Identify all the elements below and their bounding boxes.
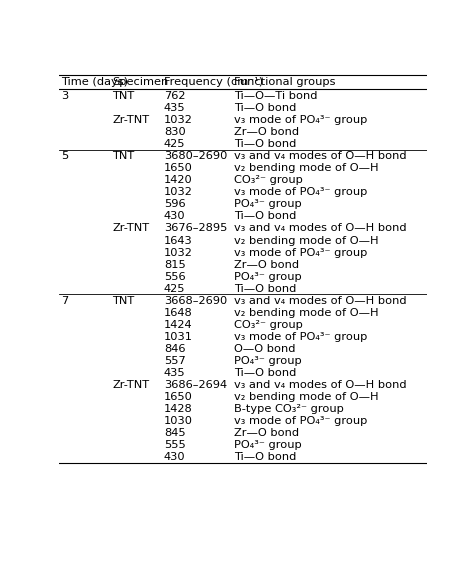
Text: 3: 3 (61, 91, 68, 101)
Text: 1424: 1424 (164, 320, 192, 330)
Text: 3686–2694: 3686–2694 (164, 380, 227, 390)
Text: 1428: 1428 (164, 404, 193, 414)
Text: v₃ mode of PO₄³⁻ group: v₃ mode of PO₄³⁻ group (234, 187, 367, 197)
Text: v₂ bending mode of O—H: v₂ bending mode of O—H (234, 308, 378, 318)
Text: v₃ mode of PO₄³⁻ group: v₃ mode of PO₄³⁻ group (234, 115, 367, 125)
Text: 435: 435 (164, 103, 185, 113)
Text: 1420: 1420 (164, 175, 193, 185)
Text: O—O bond: O—O bond (234, 344, 295, 354)
Text: 435: 435 (164, 368, 185, 378)
Text: Zr—O bond: Zr—O bond (234, 428, 299, 438)
Text: Ti—O bond: Ti—O bond (234, 368, 296, 378)
Text: Functional groups: Functional groups (234, 77, 335, 87)
Text: CO₃²⁻ group: CO₃²⁻ group (234, 175, 302, 185)
Text: 430: 430 (164, 212, 185, 221)
Text: 815: 815 (164, 259, 186, 270)
Text: 846: 846 (164, 344, 185, 354)
Text: Ti—O bond: Ti—O bond (234, 284, 296, 294)
Text: 3676–2895: 3676–2895 (164, 224, 228, 233)
Text: 596: 596 (164, 199, 185, 209)
Text: v₃ mode of PO₄³⁻ group: v₃ mode of PO₄³⁻ group (234, 248, 367, 258)
Text: 3680–2690: 3680–2690 (164, 151, 228, 161)
Text: 1032: 1032 (164, 115, 193, 125)
Text: 555: 555 (164, 440, 186, 450)
Text: Zr-TNT: Zr-TNT (112, 380, 150, 390)
Text: 425: 425 (164, 139, 185, 149)
Text: TNT: TNT (112, 151, 135, 161)
Text: 425: 425 (164, 284, 185, 294)
Text: v₃ and v₄ modes of O—H bond: v₃ and v₄ modes of O—H bond (234, 296, 406, 306)
Text: Zr-TNT: Zr-TNT (112, 115, 150, 125)
Text: Zr—O bond: Zr—O bond (234, 127, 299, 137)
Text: 1643: 1643 (164, 236, 193, 245)
Text: PO₄³⁻ group: PO₄³⁻ group (234, 356, 301, 366)
Text: Ti—O bond: Ti—O bond (234, 212, 296, 221)
Text: 1031: 1031 (164, 332, 193, 342)
Text: Frequency (cm⁻¹): Frequency (cm⁻¹) (164, 77, 263, 87)
Text: PO₄³⁻ group: PO₄³⁻ group (234, 199, 301, 209)
Text: v₃ and v₄ modes of O—H bond: v₃ and v₄ modes of O—H bond (234, 224, 406, 233)
Text: 1032: 1032 (164, 248, 193, 258)
Text: B-type CO₃²⁻ group: B-type CO₃²⁻ group (234, 404, 344, 414)
Text: v₃ mode of PO₄³⁻ group: v₃ mode of PO₄³⁻ group (234, 332, 367, 342)
Text: v₃ mode of PO₄³⁻ group: v₃ mode of PO₄³⁻ group (234, 417, 367, 426)
Text: Ti—O—Ti bond: Ti—O—Ti bond (234, 91, 317, 101)
Text: v₃ and v₄ modes of O—H bond: v₃ and v₄ modes of O—H bond (234, 151, 406, 161)
Text: Ti—O bond: Ti—O bond (234, 452, 296, 463)
Text: Time (days): Time (days) (61, 77, 128, 87)
Text: 1030: 1030 (164, 417, 193, 426)
Text: Zr—O bond: Zr—O bond (234, 259, 299, 270)
Text: 1650: 1650 (164, 163, 193, 173)
Text: 556: 556 (164, 271, 185, 282)
Text: TNT: TNT (112, 91, 135, 101)
Text: PO₄³⁻ group: PO₄³⁻ group (234, 440, 301, 450)
Text: v₃ and v₄ modes of O—H bond: v₃ and v₄ modes of O—H bond (234, 380, 406, 390)
Text: 1650: 1650 (164, 392, 193, 402)
Text: 1648: 1648 (164, 308, 193, 318)
Text: PO₄³⁻ group: PO₄³⁻ group (234, 271, 301, 282)
Text: 5: 5 (61, 151, 68, 161)
Text: 845: 845 (164, 428, 185, 438)
Text: Ti—O bond: Ti—O bond (234, 139, 296, 149)
Text: 430: 430 (164, 452, 185, 463)
Text: 7: 7 (61, 296, 68, 306)
Text: TNT: TNT (112, 296, 135, 306)
Text: CO₃²⁻ group: CO₃²⁻ group (234, 320, 302, 330)
Text: 3668–2690: 3668–2690 (164, 296, 227, 306)
Text: 1032: 1032 (164, 187, 193, 197)
Text: 830: 830 (164, 127, 186, 137)
Text: Specimen: Specimen (112, 77, 169, 87)
Text: v₂ bending mode of O—H: v₂ bending mode of O—H (234, 236, 378, 245)
Text: Ti—O bond: Ti—O bond (234, 103, 296, 113)
Text: 557: 557 (164, 356, 186, 366)
Text: Zr-TNT: Zr-TNT (112, 224, 150, 233)
Text: 762: 762 (164, 91, 185, 101)
Text: v₂ bending mode of O—H: v₂ bending mode of O—H (234, 392, 378, 402)
Text: v₂ bending mode of O—H: v₂ bending mode of O—H (234, 163, 378, 173)
